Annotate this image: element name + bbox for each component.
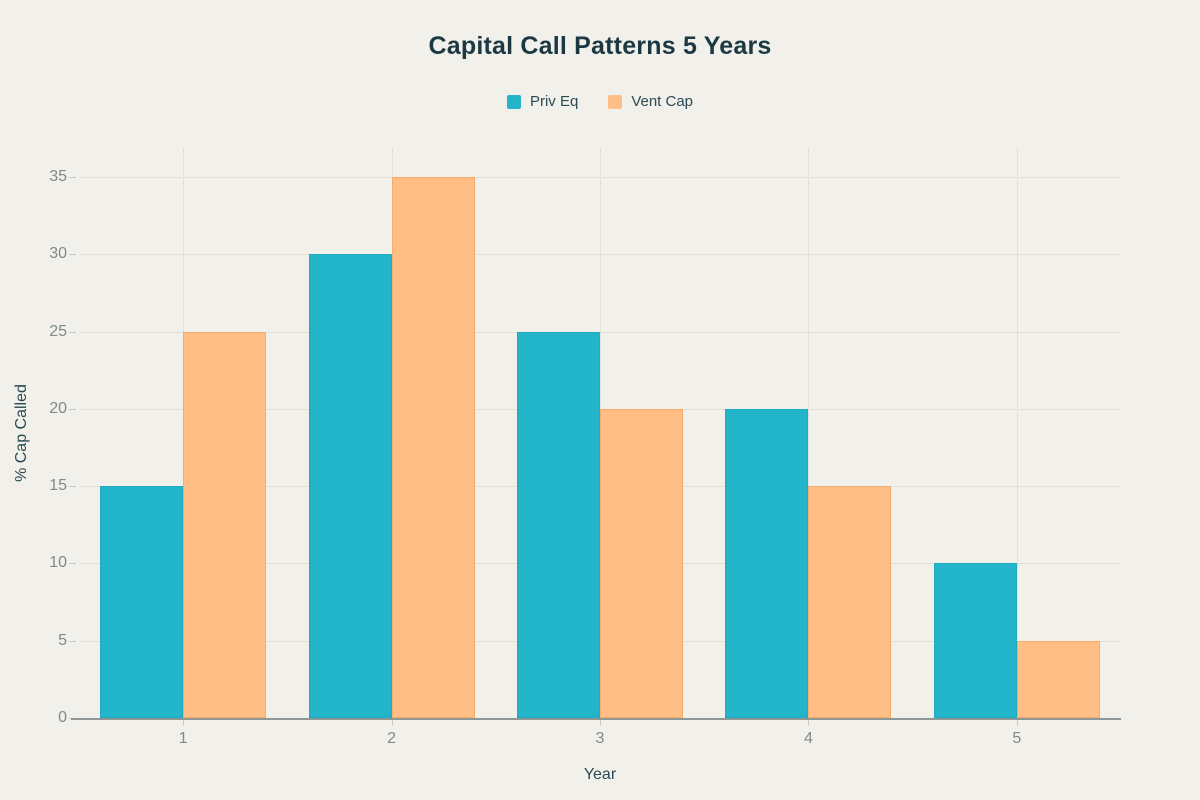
- x-tick-label-3: 3: [595, 730, 605, 747]
- plot-area: 0 5 10 15 20 25 30 35 1 2 3 4 5: [49, 148, 1121, 747]
- y-axis-title: % Cap Called: [13, 384, 30, 482]
- bar-vent-cap-year-1[interactable]: [183, 331, 267, 718]
- y-tick-label-0: 0: [58, 709, 67, 726]
- legend-label-vent-cap: Vent Cap: [631, 93, 694, 110]
- x-tick-label-2: 2: [387, 730, 397, 747]
- legend-swatch-vent-cap-icon: [608, 94, 623, 109]
- legend-swatch-priv-eq-icon: [506, 94, 521, 109]
- bar-priv-eq-year-5[interactable]: [933, 563, 1017, 718]
- bar-priv-eq-year-4[interactable]: [725, 408, 809, 718]
- y-tick-mark-25: [69, 331, 76, 333]
- y-tick-mark-5: [69, 640, 76, 642]
- x-tick-mark-1: [183, 720, 185, 726]
- x-tick-label-5: 5: [1012, 730, 1022, 747]
- y-tick-mark-35: [69, 177, 76, 178]
- x-tick-mark-5: [1016, 720, 1018, 726]
- y-tick-label-5: 5: [58, 631, 67, 649]
- y-tick-label-10: 10: [49, 554, 67, 572]
- chart-title: Capital Call Patterns 5 Years: [428, 32, 772, 60]
- y-tick-label-25: 25: [49, 322, 67, 340]
- bar-priv-eq-year-2[interactable]: [308, 254, 392, 718]
- bar-vent-cap-year-2[interactable]: [391, 177, 475, 718]
- x-tick-mark-2: [391, 720, 393, 726]
- x-tick-mark-4: [808, 720, 810, 726]
- legend-item-priv-eq[interactable]: Priv Eq: [506, 93, 579, 110]
- gridline-x-4: [808, 148, 810, 718]
- y-tick-label-35: 35: [49, 168, 67, 185]
- y-tick-label-15: 15: [49, 477, 67, 495]
- x-tick-label-4: 4: [803, 730, 813, 747]
- x-tick-label-1: 1: [178, 730, 188, 747]
- bar-vent-cap-year-5[interactable]: [1016, 640, 1100, 718]
- y-tick-mark-20: [69, 408, 76, 410]
- legend: Priv Eq Vent Cap: [0, 93, 1200, 110]
- y-tick-mark-30: [69, 254, 76, 256]
- bar-priv-eq-year-3[interactable]: [517, 331, 600, 718]
- bar-priv-eq-year-1[interactable]: [100, 486, 184, 718]
- y-tick-mark-15: [69, 486, 76, 488]
- legend-label-priv-eq: Priv Eq: [529, 93, 579, 110]
- y-tick-label-20: 20: [49, 399, 67, 417]
- bar-vent-cap-year-3[interactable]: [600, 408, 683, 718]
- x-axis-title: Year: [583, 766, 617, 783]
- x-axis-line: [71, 718, 1121, 720]
- gridline-x-5: [1016, 148, 1018, 718]
- y-tick-label-30: 30: [49, 245, 67, 263]
- y-tick-mark-10: [69, 563, 76, 565]
- bar-vent-cap-year-4[interactable]: [808, 486, 892, 718]
- legend-item-vent-cap[interactable]: Vent Cap: [608, 93, 693, 110]
- x-tick-mark-3: [600, 720, 601, 726]
